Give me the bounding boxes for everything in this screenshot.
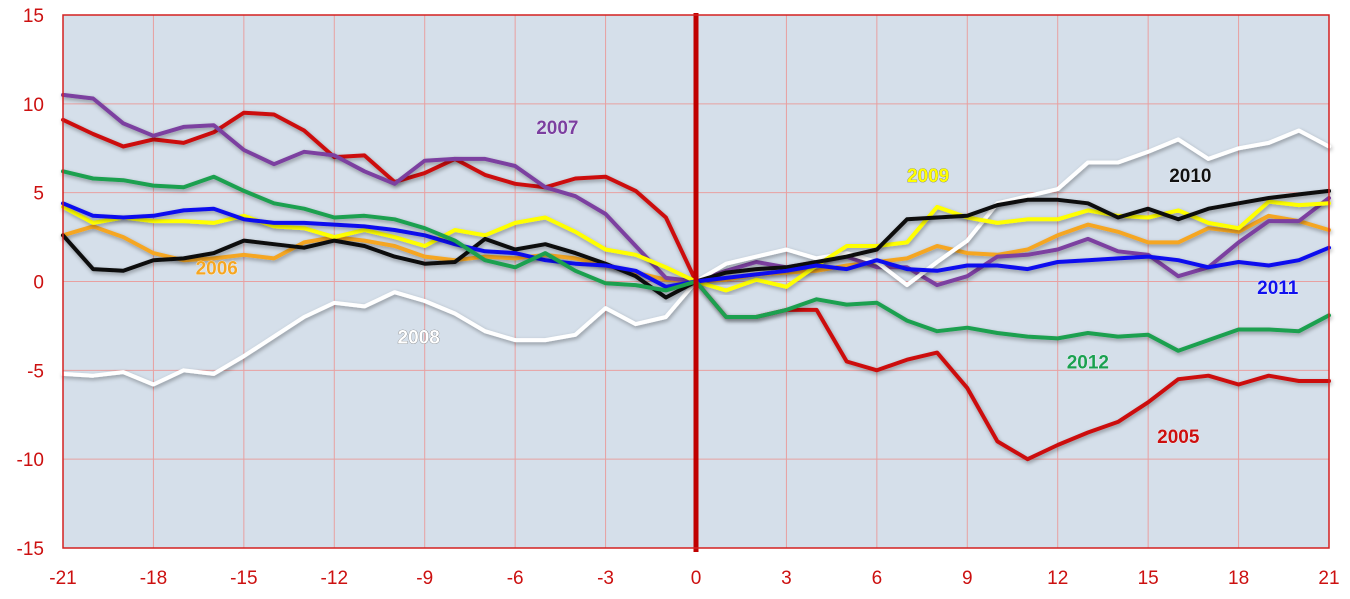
series-label-2012: 2012 bbox=[1067, 353, 1109, 374]
y-tick-label: -5 bbox=[27, 361, 44, 382]
x-tick-label: -18 bbox=[140, 568, 167, 589]
x-tick-label: 3 bbox=[781, 568, 792, 589]
x-tick-label: -21 bbox=[49, 568, 76, 589]
x-tick-label: -15 bbox=[230, 568, 257, 589]
y-tick-label: -10 bbox=[17, 450, 44, 471]
x-tick-label: 15 bbox=[1138, 568, 1159, 589]
x-axis-ticks: -21 -18 -15 -12 -9 -6 -3 0 3 6 9 12 15 18 21 bbox=[49, 568, 1339, 589]
series-label-2008: 2008 bbox=[398, 328, 440, 349]
series-label-2006: 2006 bbox=[196, 258, 238, 279]
y-axis-ticks: 15 10 5 0 -5 -10 -15 bbox=[17, 6, 44, 560]
plot-frame bbox=[62, 14, 1330, 549]
x-tick-label: 0 bbox=[691, 568, 702, 589]
series-labels: 2005 2006 2007 2008 2009 2010 2011 2012 bbox=[195, 118, 1299, 449]
x-tick-label: 6 bbox=[872, 568, 883, 589]
x-tick-label: -6 bbox=[507, 568, 524, 589]
x-tick-label: -12 bbox=[321, 568, 348, 589]
series-label-2005: 2005 bbox=[1157, 427, 1200, 448]
y-tick-label: 10 bbox=[23, 95, 44, 116]
y-tick-label: 15 bbox=[23, 6, 44, 27]
y-tick-label: 5 bbox=[33, 184, 44, 205]
series-label-2009: 2009 bbox=[907, 166, 949, 187]
y-tick-label: 0 bbox=[33, 273, 44, 294]
series-label-2011: 2011 bbox=[1257, 278, 1299, 299]
y-tick-label: -15 bbox=[17, 539, 44, 560]
x-tick-label: 9 bbox=[962, 568, 973, 589]
x-tick-label: -9 bbox=[416, 568, 433, 589]
x-tick-label: 18 bbox=[1228, 568, 1249, 589]
x-tick-label: 21 bbox=[1318, 568, 1339, 589]
series-label-2007: 2007 bbox=[536, 118, 578, 139]
x-tick-label: 12 bbox=[1047, 568, 1068, 589]
x-tick-label: -3 bbox=[597, 568, 614, 589]
series-label-2010: 2010 bbox=[1169, 166, 1211, 187]
